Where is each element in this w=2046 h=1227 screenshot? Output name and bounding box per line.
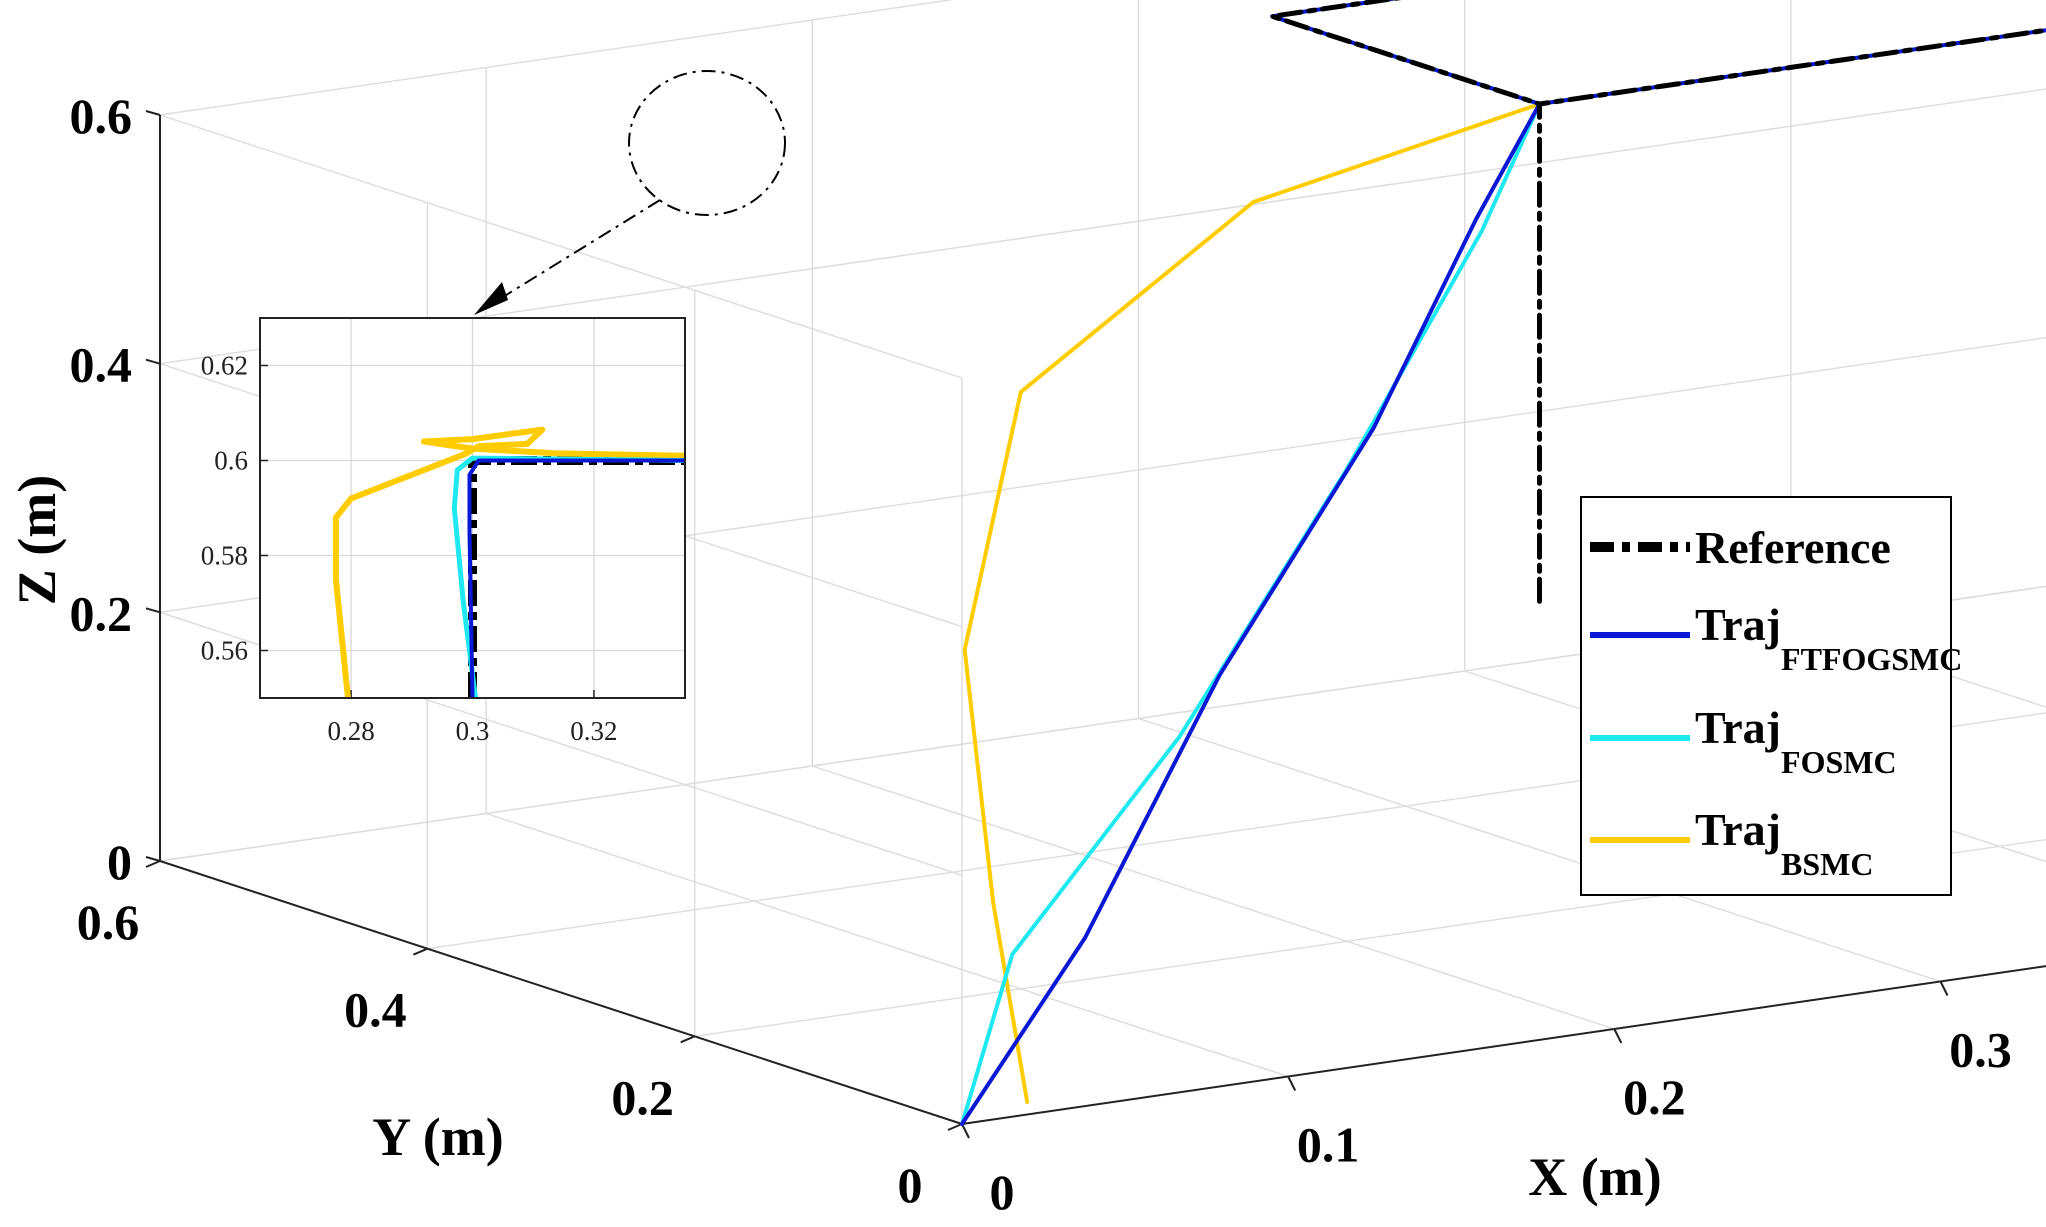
y-tick-mark (145, 860, 161, 868)
legend-label-bsmc: TrajBSMC (1695, 804, 1873, 882)
grid-back-z-line (159, 0, 955, 116)
z-axis-label: Z (m) (7, 475, 67, 605)
tick-labels-3d: 00.10.20.30.40.50.600.20.40.600.20.40.6 (70, 88, 2012, 1220)
inset-y-tick-label: 0.62 (201, 351, 248, 381)
inset-series (332, 426, 685, 698)
inset-y-tick-label: 0.58 (201, 541, 248, 571)
legend-label-ftfogsmc: TrajFTFOGSMC (1695, 599, 1962, 677)
z-tick-label: 0.4 (70, 337, 133, 393)
y-tick-mark (412, 947, 428, 956)
legend: Reference TrajFTFOGSMC TrajFOSMC TrajBSM… (1580, 496, 1962, 896)
grid-floor-x-line (485, 812, 1289, 1078)
inset-y-tick-label: 0.56 (201, 636, 248, 666)
x-tick-mark (1613, 1028, 1623, 1044)
z-tick-mark (145, 856, 161, 862)
inset-y-tick-label: 0.6 (214, 446, 248, 476)
legend-bsmc-main: Traj (1695, 804, 1781, 855)
z-tick-label: 0.6 (70, 88, 133, 144)
zoom-circle (628, 70, 786, 216)
inset-x-tick-label: 0.32 (570, 716, 617, 746)
y-tick-label: 0 (898, 1157, 923, 1213)
z-tick-label: 0.2 (70, 585, 133, 641)
x-tick-label: 0.1 (1297, 1117, 1360, 1173)
grid-floor-y-line (427, 712, 2046, 950)
x-tick-label: 0.3 (1949, 1022, 2012, 1078)
inset-line-bsmc (332, 426, 685, 698)
series-line-ftfogsmc (960, 0, 2046, 1126)
legend-ftfogsmc-sub: FTFOGSMC (1781, 641, 1962, 677)
inset-x-tick-label: 0.3 (456, 716, 490, 746)
x-tick-label: 0 (990, 1164, 1015, 1220)
series-line-bsmc (962, 0, 2046, 1105)
z-tick-mark (145, 110, 161, 116)
legend-label-reference: Reference (1695, 522, 1891, 573)
x-axis-label: X (m) (1528, 1147, 1661, 1207)
grid-side-z-line (159, 114, 963, 379)
inset-line-ftfogsmc (467, 458, 685, 698)
axes-3d (145, 110, 2046, 1139)
inset-frame (259, 317, 686, 699)
y-tick-mark (947, 1123, 963, 1131)
z-tick-label: 0 (107, 834, 132, 890)
legend-box (1580, 496, 1952, 896)
z-tick-mark (145, 358, 161, 365)
z-tick-mark (145, 607, 161, 614)
series-line-fosmc (960, 0, 2046, 1126)
legend-ftfogsmc-main: Traj (1695, 599, 1781, 650)
inset-tick-labels: 0.28 0.3 0.32 0.56 0.58 0.6 0.62 (201, 351, 618, 747)
y-tick-label: 0.2 (611, 1069, 674, 1125)
x-tick-mark (961, 1123, 970, 1139)
zoom-arrow-line (489, 199, 661, 306)
legend-fosmc-main: Traj (1695, 702, 1781, 753)
y-tick-label: 0.4 (344, 982, 407, 1038)
trajectory-series (960, 0, 2046, 1126)
grid-back-z-line (159, 88, 2046, 365)
grid-floor-x-line (812, 765, 1615, 1030)
zoom-arrow-head (474, 282, 508, 315)
x-tick-mark (1939, 981, 1949, 996)
y-tick-mark (680, 1035, 696, 1044)
legend-fosmc-sub: FOSMC (1781, 744, 1897, 780)
legend-label-fosmc: TrajFOSMC (1695, 702, 1897, 780)
x-tick-mark (1287, 1076, 1297, 1091)
zoom-inset: 0.28 0.3 0.32 0.56 0.58 0.6 0.62 (201, 317, 686, 747)
y-axis-label: Y (m) (372, 1107, 503, 1167)
y-axis-line (159, 860, 963, 1125)
inset-x-tick-label: 0.28 (327, 716, 374, 746)
series-line-reference (1269, 0, 2046, 604)
x-tick-label: 0.2 (1623, 1069, 1686, 1125)
legend-bsmc-sub: BSMC (1781, 846, 1873, 882)
y-tick-label: 0.6 (77, 894, 140, 950)
grid-floor-x-line (1138, 717, 1941, 983)
